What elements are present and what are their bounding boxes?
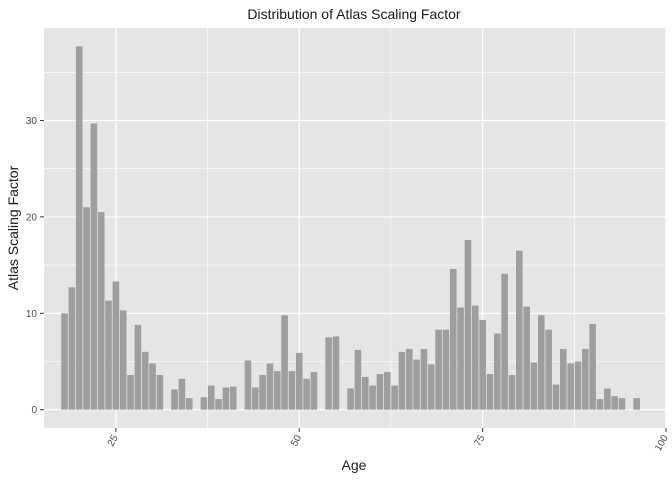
bar [259, 374, 266, 410]
x-tick-label: 50 [289, 433, 304, 449]
y-axis-title: Atlas Scaling Factor [5, 165, 21, 290]
bar [229, 386, 237, 410]
bar [391, 385, 398, 410]
bar [574, 361, 582, 410]
bar [325, 337, 332, 410]
bar [567, 363, 574, 410]
bar [501, 273, 508, 410]
bar [449, 268, 457, 410]
bar [464, 240, 472, 410]
bar [127, 374, 134, 410]
bar [589, 323, 596, 410]
bar [552, 384, 560, 410]
bar [185, 398, 193, 410]
y-tick-label: 30 [26, 116, 38, 127]
bar [75, 46, 83, 410]
chart-title: Distribution of Atlas Scaling Factor [247, 6, 461, 22]
bar [413, 359, 420, 410]
bar [222, 387, 230, 410]
bar [516, 250, 523, 410]
bar [405, 348, 413, 410]
x-axis-title: Age [342, 457, 367, 473]
bar [420, 348, 428, 410]
bar [347, 388, 354, 410]
x-tick-label: 75 [472, 433, 487, 449]
bar [442, 329, 450, 410]
bar [596, 399, 604, 410]
bar [215, 399, 222, 410]
x-tick-label: 100 [653, 433, 671, 453]
bar [398, 351, 406, 410]
bar [134, 324, 142, 410]
bar [61, 313, 68, 410]
bar [149, 363, 156, 410]
bar [361, 376, 369, 410]
bar [560, 348, 567, 410]
bars [61, 46, 640, 410]
bar [479, 320, 486, 410]
bar [141, 351, 149, 410]
bar [604, 388, 611, 410]
bar [273, 371, 281, 410]
bar [427, 364, 435, 410]
bar [112, 281, 120, 410]
bar [244, 360, 252, 410]
bar [383, 372, 391, 410]
bar [105, 300, 112, 410]
bar [200, 397, 208, 410]
bar [530, 362, 538, 410]
bar [266, 363, 274, 410]
bar [83, 207, 90, 410]
bar [251, 387, 259, 410]
bar [288, 371, 296, 410]
x-axis-ticks: 25 50 75 100 [106, 428, 671, 453]
bar [545, 329, 552, 410]
bar [633, 398, 640, 410]
bar [303, 378, 310, 410]
bar [90, 123, 98, 410]
bar [376, 374, 384, 410]
bar [310, 372, 318, 410]
bar [457, 307, 464, 410]
bar [523, 306, 530, 410]
bar [471, 305, 479, 410]
bar [332, 336, 340, 410]
bar [178, 378, 186, 410]
bar [97, 212, 105, 410]
bar [435, 329, 442, 410]
y-tick-label: 0 [31, 405, 37, 416]
bar [119, 310, 127, 410]
bar [369, 385, 376, 410]
bar [508, 374, 516, 410]
y-axis-ticks: 0 10 20 30 [26, 116, 44, 416]
bar [207, 385, 215, 410]
bar [582, 348, 589, 410]
bar [493, 333, 501, 410]
bar [68, 287, 76, 410]
bar [295, 352, 303, 410]
bar [171, 389, 178, 410]
bar [611, 396, 618, 410]
x-tick-label: 25 [106, 433, 121, 449]
bar [618, 398, 626, 410]
bar [281, 315, 288, 410]
y-tick-label: 10 [26, 309, 38, 320]
bar [538, 315, 545, 410]
y-tick-label: 20 [26, 212, 38, 223]
bar [486, 374, 494, 410]
bar [354, 349, 362, 410]
bar [156, 374, 164, 410]
